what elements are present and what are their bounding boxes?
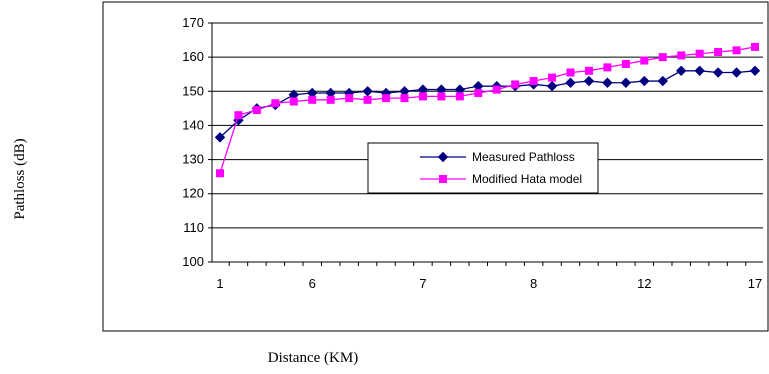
data-point — [658, 53, 667, 62]
data-point — [694, 65, 705, 77]
data-point — [731, 67, 742, 78]
data-point — [602, 77, 613, 88]
y-tick-label: 120 — [182, 186, 204, 201]
series-modified-hata-model — [216, 42, 759, 178]
x-tick-label: 6 — [309, 276, 316, 291]
data-point — [714, 48, 723, 57]
data-point — [529, 77, 538, 86]
x-axis-title: Distance (KM) — [268, 350, 358, 366]
data-point — [289, 97, 298, 106]
legend-label: Modified Hata model — [472, 172, 582, 186]
series-layer — [214, 42, 761, 178]
data-point — [548, 73, 557, 82]
data-point — [712, 67, 724, 78]
data-point — [621, 59, 630, 68]
x-tick-label: 8 — [530, 276, 537, 291]
data-point — [216, 169, 224, 178]
data-point — [455, 92, 464, 101]
data-point — [400, 94, 409, 103]
data-point — [639, 75, 650, 87]
data-point — [620, 77, 632, 88]
data-point — [583, 75, 595, 87]
data-point — [252, 106, 261, 115]
y-tick-label: 110 — [183, 220, 204, 235]
y-tick-label: 140 — [182, 117, 204, 132]
data-point — [603, 63, 612, 72]
y-tick-label: 150 — [182, 83, 204, 98]
data-point — [363, 95, 372, 104]
legend: Measured Pathloss Modified Hata model — [367, 142, 599, 194]
data-point — [362, 86, 373, 97]
data-point — [677, 51, 686, 60]
y-axis-title: Pathloss (dB) — [12, 138, 28, 219]
data-point — [640, 56, 649, 65]
x-tick-label: 17 — [748, 276, 762, 291]
data-point — [234, 111, 243, 120]
x-tick-label: 12 — [637, 276, 651, 291]
legend-swatch-marker — [437, 151, 449, 163]
x-tick-label: 7 — [419, 276, 426, 291]
data-point — [675, 65, 687, 77]
data-point — [326, 95, 335, 104]
data-point — [418, 92, 427, 101]
data-point — [437, 92, 446, 101]
data-point — [345, 94, 354, 103]
data-point — [732, 46, 741, 55]
data-point — [214, 132, 226, 143]
data-point — [695, 49, 704, 58]
y-tick-label: 130 — [182, 152, 204, 167]
data-point — [657, 75, 668, 87]
data-point — [566, 68, 575, 77]
x-tick-label: 1 — [216, 276, 223, 291]
legend-label: Measured Pathloss — [472, 150, 575, 164]
y-tick-label: 160 — [182, 49, 204, 64]
data-point — [546, 80, 558, 92]
legend-swatch-marker — [439, 175, 447, 183]
data-point — [511, 80, 520, 89]
data-point — [308, 95, 317, 104]
legend-box — [367, 142, 599, 194]
data-point — [584, 66, 593, 75]
axes: 100 110 120 130 140 150 160 170 1 6 7 8 12 17 — [182, 15, 763, 291]
data-point — [492, 85, 501, 94]
data-point — [751, 42, 759, 51]
data-point — [382, 94, 391, 103]
data-point — [474, 88, 483, 97]
y-tick-label: 100 — [182, 254, 204, 269]
data-point — [565, 77, 576, 88]
data-point — [749, 65, 761, 77]
data-point — [271, 99, 280, 108]
y-tick-label: 170 — [182, 15, 204, 30]
